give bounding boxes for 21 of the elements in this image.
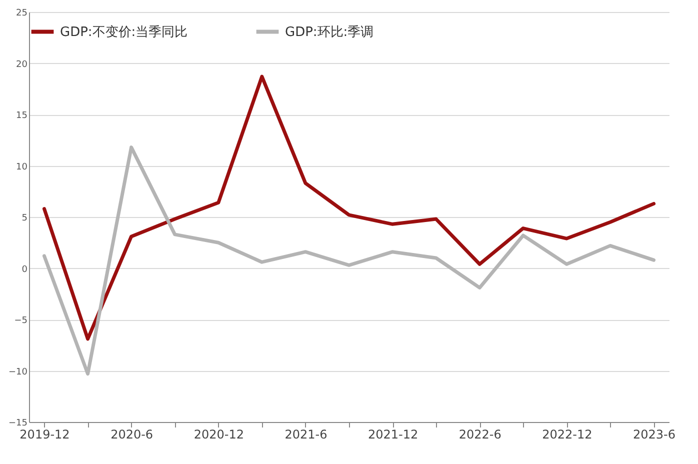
x-tick-label: 2020-12 (194, 428, 244, 442)
line-series (42, 74, 656, 341)
y-tick-label: 5 (22, 214, 28, 224)
y-tick-label: 15 (16, 111, 28, 121)
legend-label: GDP:不变价:当季同比 (60, 24, 188, 40)
y-tick-label: 10 (16, 162, 28, 172)
x-tick-label: 2019-12 (20, 428, 70, 442)
x-tick-label: 2021-12 (368, 428, 418, 442)
y-tick-label: −10 (8, 367, 28, 378)
x-tick-label: 2023-6 (633, 428, 676, 442)
legend-label: GDP:环比:季调 (285, 24, 374, 40)
y-tick-label: 25 (16, 8, 28, 18)
line-series (42, 146, 656, 376)
y-tick-label: 20 (16, 60, 28, 70)
y-tick-label: −15 (8, 418, 28, 428)
x-tick-label: 2021-6 (284, 428, 328, 442)
x-tick-label: 2020-6 (110, 428, 154, 442)
x-tick-label: 2022-6 (458, 428, 502, 442)
y-tick-label: −5 (14, 316, 28, 326)
y-tick-label: 0 (22, 264, 28, 275)
x-tick-label: 2022-12 (542, 428, 592, 442)
